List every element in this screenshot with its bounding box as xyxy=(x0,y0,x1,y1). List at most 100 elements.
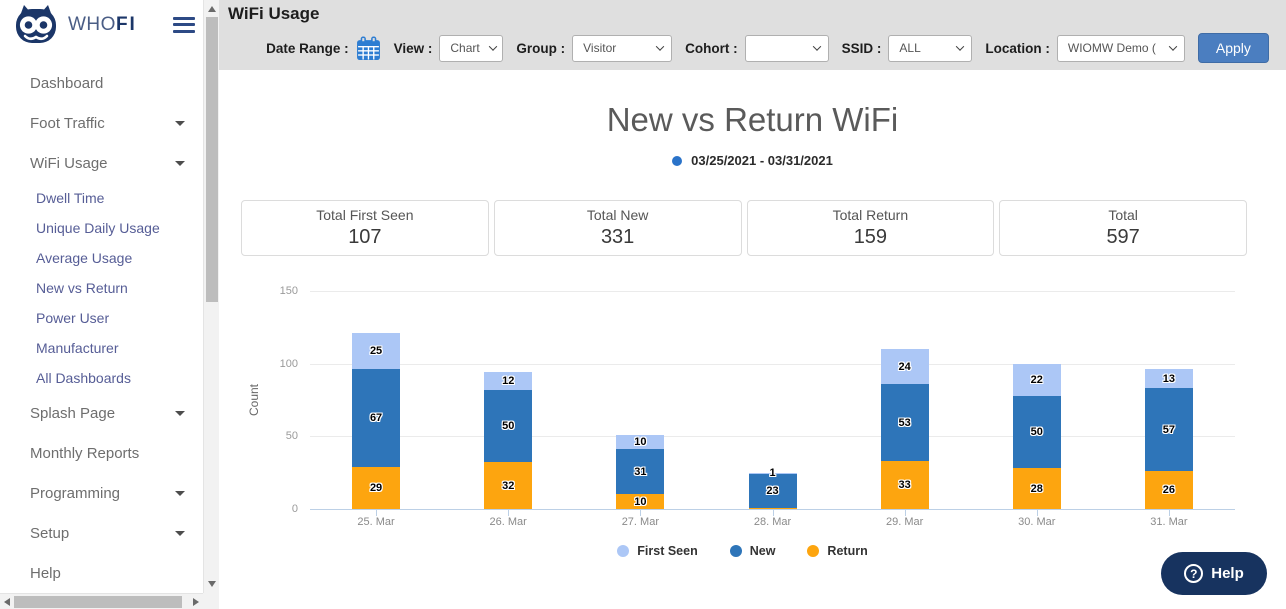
gridline xyxy=(310,436,1235,438)
sidebar-item-label: Dwell Time xyxy=(36,190,105,206)
sidebar-item-splash-page[interactable]: Splash Page xyxy=(0,393,203,433)
legend-label: New xyxy=(749,544,776,558)
summary-card-total-return: Total Return 159 xyxy=(746,200,995,256)
help-button[interactable]: ? Help xyxy=(1161,552,1267,595)
filter-bar: Date Range : View : Chart Group : Visitor Coh… xyxy=(219,33,1286,63)
legend-label: Return xyxy=(827,544,868,558)
sidebar-item-programming[interactable]: Programming xyxy=(0,473,203,513)
chart-title: New vs Return WiFi xyxy=(606,101,899,138)
bar-segment-return xyxy=(616,494,665,509)
bar-value-label: 10 xyxy=(634,436,647,449)
sidebar-item-setup[interactable]: Setup xyxy=(0,513,203,553)
sidebar-item-manufacturer[interactable]: Manufacturer xyxy=(0,333,203,363)
x-tick xyxy=(640,510,642,516)
sidebar-item-wifi-usage[interactable]: WiFi Usage xyxy=(0,143,203,183)
chevron-down-icon xyxy=(655,42,665,51)
bar-value-label: 23 xyxy=(766,484,779,497)
card-value: 159 xyxy=(853,226,888,248)
sidebar-item-all-dashboards[interactable]: All Dashboards xyxy=(0,363,203,393)
card-label: Total xyxy=(1108,207,1138,223)
bar-value-label: 26 xyxy=(1162,484,1176,497)
calendar-icon[interactable] xyxy=(356,36,381,61)
chevron-down-icon xyxy=(812,42,821,51)
bar-segment-first-seen xyxy=(1144,369,1193,389)
sidebar-item-new-vs-return[interactable]: New vs Return xyxy=(0,273,203,303)
sidebar-item-dashboard[interactable]: Dashboard xyxy=(0,63,203,103)
filter-select-view[interactable]: Chart xyxy=(439,34,504,62)
sidebar-menu: Dashboard Foot Traffic WiFi Usage Dwell Tim… xyxy=(0,63,203,593)
bar-segment-new xyxy=(1144,388,1193,472)
sidebar-item-power-user[interactable]: Power User xyxy=(0,303,203,333)
bar-value-label: 33 xyxy=(898,479,911,492)
hamburger-icon[interactable] xyxy=(173,13,195,36)
sidebar-item-monthly-reports[interactable]: Monthly Reports xyxy=(0,433,203,473)
x-category-label: 31. Mar xyxy=(1150,516,1188,528)
chevron-down-icon xyxy=(175,530,185,536)
sidebar-item-average-usage[interactable]: Average Usage xyxy=(0,243,203,273)
bar-segment-new xyxy=(352,369,401,467)
sidebar-item-label: Power User xyxy=(36,310,110,326)
scroll-left-arrow-icon[interactable] xyxy=(4,598,10,606)
x-category-label: 28. Mar xyxy=(753,516,792,528)
horizontal-scroll-thumb[interactable] xyxy=(14,596,182,608)
sidebar-item-label: Dashboard xyxy=(30,74,104,92)
legend-item-return[interactable]: Return xyxy=(807,544,868,558)
page-header: WiFi Usage Date Range : View : Chart Group … xyxy=(219,0,1286,70)
bar-segment-return xyxy=(880,461,929,509)
sidebar-item-dwell-time[interactable]: Dwell Time xyxy=(0,183,203,213)
sidebar-item-label: Unique Daily Usage xyxy=(36,220,160,236)
x-tick xyxy=(1168,510,1170,516)
bar-segment-new xyxy=(880,384,929,462)
sidebar-item-foot-traffic[interactable]: Foot Traffic xyxy=(0,103,203,143)
x-tick xyxy=(376,510,378,516)
filter-select-location[interactable]: WIOMW Demo ( xyxy=(1056,34,1185,62)
sidebar-item-label: Manufacturer xyxy=(36,340,119,356)
x-category-label: 25. Mar xyxy=(357,516,395,528)
vertical-scroll-thumb[interactable] xyxy=(206,17,218,302)
sidebar-item-help[interactable]: Help xyxy=(0,553,203,593)
sidebar-item-label: Setup xyxy=(30,524,70,542)
x-tick xyxy=(1036,510,1038,516)
chevron-down-icon xyxy=(175,490,185,496)
bar-segment-new xyxy=(484,389,533,463)
selected-value: WIOMW Demo ( xyxy=(1067,41,1156,55)
subtitle-dot-icon xyxy=(672,156,683,166)
bar-value-label: 50 xyxy=(502,420,515,433)
sidebar-vertical-scrollbar[interactable] xyxy=(203,0,219,593)
legend-label: First Seen xyxy=(637,544,698,558)
legend-item-new[interactable]: New xyxy=(729,544,776,558)
owl-icon xyxy=(16,4,56,43)
bar-value-label: 57 xyxy=(1162,423,1176,436)
filter-select-cohort[interactable] xyxy=(744,34,829,62)
y-tick-label: 0 xyxy=(291,503,298,515)
filter-label: Cohort : xyxy=(685,40,738,56)
scroll-down-arrow-icon[interactable] xyxy=(208,581,216,587)
card-label: Total First Seen xyxy=(316,207,414,223)
apply-button[interactable]: Apply xyxy=(1197,33,1269,63)
sidebar-horizontal-scrollbar[interactable] xyxy=(0,593,203,609)
chart-subtitle: 03/25/2021 - 03/31/2021 xyxy=(219,153,1286,168)
filter-select-ssid[interactable]: ALL xyxy=(888,34,973,62)
summary-card-total-first-seen: Total First Seen 107 xyxy=(241,200,489,256)
filter-select-group[interactable]: Visitor xyxy=(572,34,673,62)
chevron-down-icon xyxy=(175,120,185,126)
sidebar-item-label: Foot Traffic xyxy=(30,114,105,132)
legend-item-first-seen[interactable]: First Seen xyxy=(617,544,698,558)
bar-value-label: 24 xyxy=(898,360,911,373)
sidebar-item-unique-daily-usage[interactable]: Unique Daily Usage xyxy=(0,213,203,243)
scroll-up-arrow-icon[interactable] xyxy=(208,6,216,12)
filter-label: Group : xyxy=(516,40,566,56)
bar-segment-new xyxy=(748,474,797,508)
bar-segment-return xyxy=(1144,471,1193,509)
chevron-down-icon xyxy=(175,410,185,416)
gridline xyxy=(310,291,1235,292)
summary-card-total-new: Total New 331 xyxy=(493,200,742,256)
bar-value-label: 67 xyxy=(369,412,383,425)
card-value: 107 xyxy=(348,226,382,248)
summary-cards: Total First Seen 107 Total New 331 Total Ret… xyxy=(241,200,1247,256)
selected-value: Chart xyxy=(450,41,480,55)
bar-segment-first-seen xyxy=(1012,363,1061,396)
bar-segment-return xyxy=(484,462,533,509)
scroll-right-arrow-icon[interactable] xyxy=(193,598,199,606)
